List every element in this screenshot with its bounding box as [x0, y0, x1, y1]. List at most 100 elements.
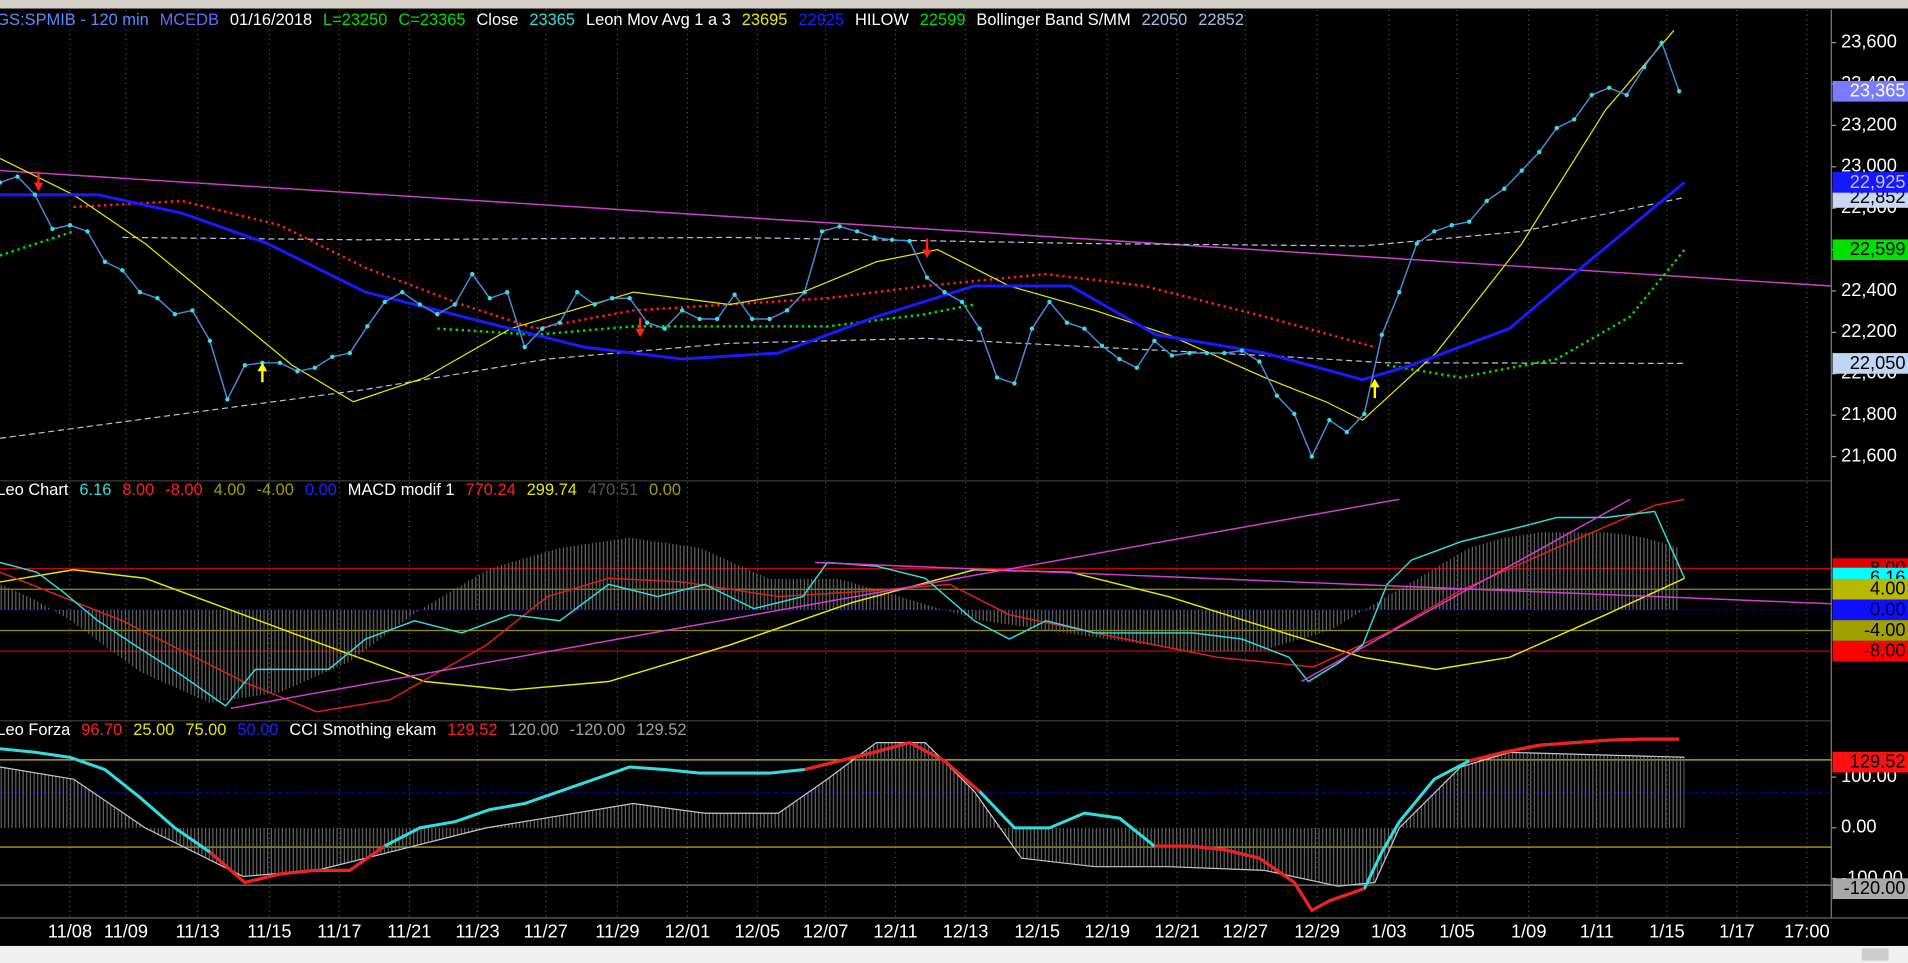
- signal-arrow: [635, 317, 646, 338]
- data-point: [1239, 348, 1245, 353]
- y-tick-label: 22,200: [1841, 320, 1897, 341]
- x-tick-label: 11/08: [48, 920, 92, 941]
- value-badge-label: -8.00: [1864, 640, 1906, 661]
- series-line: [1301, 498, 1631, 683]
- legend-item: 120.00: [508, 721, 558, 739]
- x-tick-label: 12/05: [735, 920, 781, 941]
- data-point: [889, 237, 895, 243]
- data-point: [977, 326, 982, 331]
- legend-item: 0.00: [649, 481, 681, 499]
- data-point: [1222, 350, 1227, 356]
- x-tick-label: 1/03: [1371, 920, 1407, 941]
- value-badge-label: -120.00: [1844, 877, 1906, 898]
- series-line: [0, 337, 1685, 439]
- scrollbar-thumb[interactable]: [1861, 948, 1889, 961]
- value-badge: [1832, 599, 1908, 621]
- data-point: [662, 326, 667, 331]
- data-point: [0, 180, 3, 185]
- data-point: [1029, 326, 1035, 331]
- series-line: [0, 169, 1832, 287]
- x-tick-label: 12/19: [1084, 920, 1130, 941]
- value-badge: [1832, 751, 1908, 773]
- data-point: [330, 354, 335, 359]
- y-tick-label: 23,600: [1841, 30, 1897, 51]
- data-point: [1082, 326, 1087, 331]
- legend-item: 22599: [920, 11, 966, 29]
- data-point: [1344, 429, 1350, 435]
- scrollbar[interactable]: [0, 945, 1908, 963]
- legend-item: 4.00: [214, 481, 246, 499]
- x-tick-label: 12/01: [665, 920, 711, 941]
- legend-item: 6.16: [79, 481, 111, 499]
- data-point: [749, 316, 755, 322]
- legend-item: Close: [476, 11, 518, 29]
- data-point: [872, 235, 877, 240]
- legend-item: 23365: [529, 11, 575, 29]
- x-tick-label: 11/09: [104, 920, 148, 941]
- legend-item: 129.52: [636, 721, 686, 739]
- value-badge: [1832, 171, 1908, 193]
- data-point: [959, 299, 965, 305]
- data-point: [470, 271, 475, 277]
- legend-item: 50.00: [237, 721, 278, 739]
- data-point: [714, 316, 720, 322]
- value-badge: [1832, 80, 1908, 102]
- data-point: [1362, 411, 1367, 417]
- legend-item: 22852: [1198, 11, 1244, 29]
- data-point: [1537, 149, 1542, 155]
- x-tick-label: 11/15: [247, 920, 291, 941]
- value-badge-label: 4.00: [1870, 578, 1906, 599]
- data-point: [1449, 222, 1454, 228]
- data-point: [1187, 350, 1192, 356]
- data-point: [1064, 320, 1070, 325]
- x-tick-label: 1/15: [1649, 920, 1685, 941]
- legend-item: Leo Forza: [0, 721, 71, 739]
- data-point: [1414, 241, 1419, 246]
- legend-item: 75.00: [185, 721, 226, 739]
- data-point: [277, 360, 283, 365]
- value-badge-label: 22,599: [1850, 238, 1906, 259]
- y-tick-label: 21,600: [1841, 444, 1897, 465]
- value-badge: [1832, 878, 1908, 899]
- data-point: [190, 308, 195, 313]
- legend-item: GS:SPMIB - 120 min: [0, 11, 149, 29]
- legend-item: -120.00: [570, 721, 626, 739]
- data-point: [644, 320, 650, 325]
- data-point: [994, 375, 1000, 380]
- data-point: [1134, 365, 1140, 370]
- data-point: [400, 290, 405, 295]
- data-point: [1676, 89, 1682, 94]
- series-line: [0, 498, 1685, 713]
- legend-item: -8.00: [165, 481, 202, 499]
- data-point: [1327, 417, 1332, 423]
- value-badge: [1832, 239, 1908, 261]
- data-point: [452, 302, 457, 307]
- data-point: [837, 224, 842, 229]
- data-point: [1309, 454, 1315, 459]
- data-point: [1572, 117, 1577, 122]
- data-point: [1257, 359, 1262, 364]
- data-point: [557, 320, 562, 325]
- x-tick-label: 11/13: [175, 920, 219, 941]
- data-point: [487, 296, 492, 301]
- data-point: [1047, 299, 1052, 305]
- data-point: [575, 290, 580, 295]
- data-point: [854, 229, 860, 234]
- legend-item: 8.00: [122, 481, 154, 499]
- x-tick-label: 11/21: [387, 920, 431, 941]
- data-point: [1152, 338, 1157, 344]
- data-point: [120, 268, 125, 273]
- data-point: [1274, 393, 1280, 398]
- data-point: [697, 316, 702, 322]
- y-tick-label: 23,000: [1841, 155, 1897, 176]
- x-tick-label: 11/27: [524, 920, 568, 941]
- data-point: [32, 192, 38, 197]
- value-badge: [1832, 353, 1908, 374]
- x-tick-label: 1/11: [1580, 920, 1614, 941]
- data-point: [1099, 343, 1105, 349]
- value-badge-label: 129.52: [1850, 751, 1906, 772]
- data-point: [1607, 85, 1612, 90]
- data-point: [1204, 350, 1210, 356]
- data-point: [522, 344, 527, 350]
